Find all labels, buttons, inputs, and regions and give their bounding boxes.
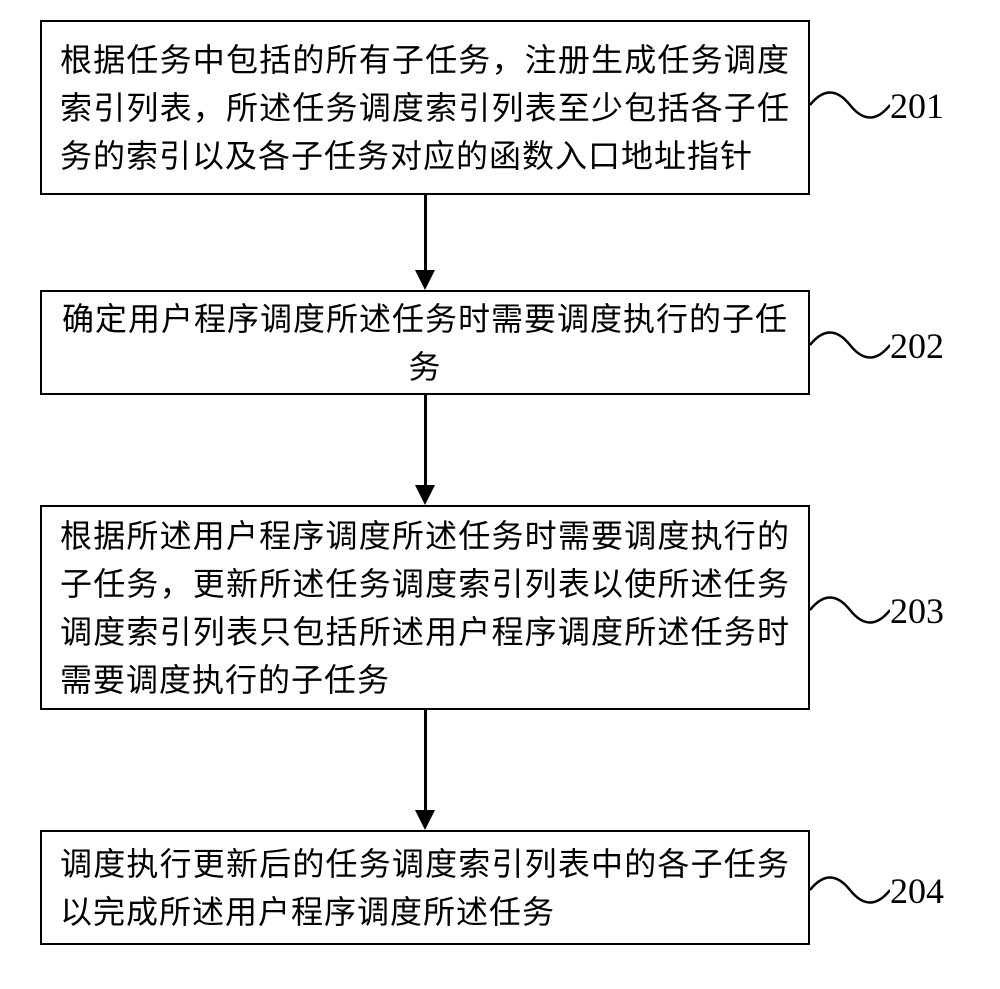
arrow-line-1 <box>424 195 427 270</box>
connector-curve-201 <box>810 80 890 130</box>
connector-curve-204 <box>810 865 890 915</box>
step-label-204: 204 <box>890 870 944 912</box>
step-label-203: 203 <box>890 590 944 632</box>
flow-step-201-text: 根据任务中包括的所有子任务，注册生成任务调度索引列表，所述任务调度索引列表至少包… <box>60 36 790 180</box>
flow-step-203: 根据所述用户程序调度所述任务时需要调度执行的子任务，更新所述任务调度索引列表以使… <box>40 505 810 710</box>
step-label-202: 202 <box>890 325 944 367</box>
flow-step-204: 调度执行更新后的任务调度索引列表中的各子任务以完成所述用户程序调度所述任务 <box>40 830 810 945</box>
flow-step-203-text: 根据所述用户程序调度所述任务时需要调度执行的子任务，更新所述任务调度索引列表以使… <box>60 512 790 704</box>
step-label-201: 201 <box>890 85 944 127</box>
arrow-line-2 <box>424 395 427 485</box>
arrow-line-3 <box>424 710 427 810</box>
flow-step-202-text: 确定用户程序调度所述任务时需要调度执行的子任务 <box>60 295 790 391</box>
arrow-head-2 <box>415 485 435 505</box>
flowchart-container: 根据任务中包括的所有子任务，注册生成任务调度索引列表，所述任务调度索引列表至少包… <box>0 0 1000 989</box>
flow-step-202: 确定用户程序调度所述任务时需要调度执行的子任务 <box>40 290 810 395</box>
arrow-head-3 <box>415 810 435 830</box>
connector-curve-202 <box>810 320 890 370</box>
flow-step-201: 根据任务中包括的所有子任务，注册生成任务调度索引列表，所述任务调度索引列表至少包… <box>40 20 810 195</box>
flow-step-204-text: 调度执行更新后的任务调度索引列表中的各子任务以完成所述用户程序调度所述任务 <box>60 840 790 936</box>
arrow-head-1 <box>415 270 435 290</box>
connector-curve-203 <box>810 585 890 635</box>
